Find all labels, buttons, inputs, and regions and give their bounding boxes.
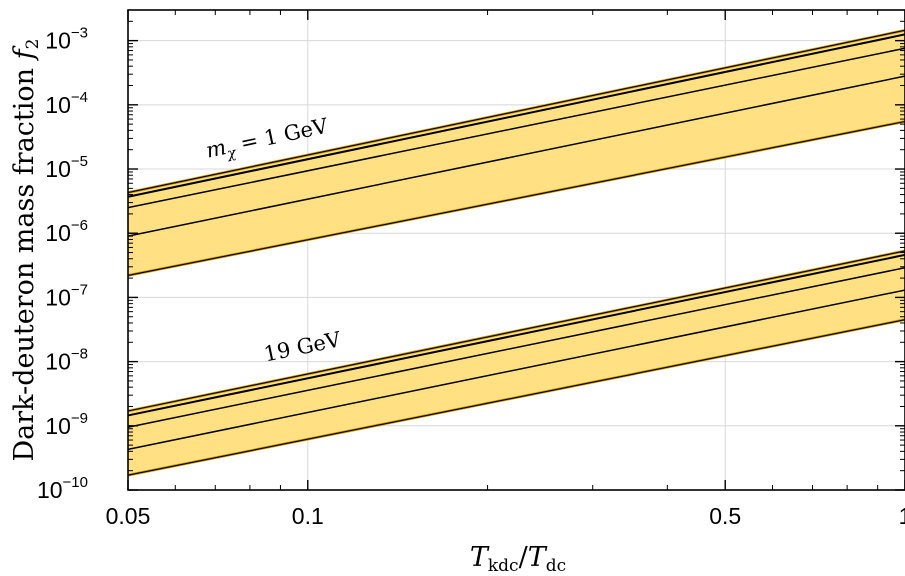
series-line [127, 266, 905, 428]
series-line [127, 47, 905, 209]
y-tick-label: 10−7 [45, 281, 88, 310]
y-tick-label: 10−8 [45, 346, 88, 375]
y-tick-label: 10−6 [45, 217, 88, 246]
series-line [127, 75, 905, 237]
band-area [128, 250, 905, 476]
y-tick-label: 10−9 [45, 410, 88, 439]
x-tick-label: 1 [899, 503, 905, 529]
y-tick-label: 10−5 [45, 153, 88, 182]
y-tick-label: 10−4 [45, 89, 88, 118]
band-edge-line [127, 29, 905, 194]
series-line [127, 33, 905, 198]
x-axis-title: Tkdc/Tdc [470, 542, 566, 576]
series-lines [127, 28, 905, 477]
y-tick-label: 10−3 [45, 25, 88, 54]
y-axis-title: Dark-deuteron mass fraction f2 [9, 39, 43, 462]
series-line [127, 253, 905, 417]
tick-labels: 10−10 10−9 10−8 10−7 10−6 10−5 10−4 10−3 0.05 0.1… [37, 25, 905, 529]
x-tick-label: 0.05 [106, 503, 151, 529]
series-line [127, 289, 905, 451]
band-edge-line [127, 250, 905, 412]
band-edge-line [127, 120, 905, 276]
y-tick-label: 10−10 [37, 474, 88, 503]
plot-frame [127, 9, 905, 491]
group-label: 19 GeV [262, 327, 344, 366]
band-edge-line [127, 319, 905, 476]
x-tick-label: 0.1 [292, 503, 324, 529]
ticks [127, 9, 905, 491]
band-area [128, 30, 905, 276]
x-tick-label: 0.5 [709, 503, 741, 529]
